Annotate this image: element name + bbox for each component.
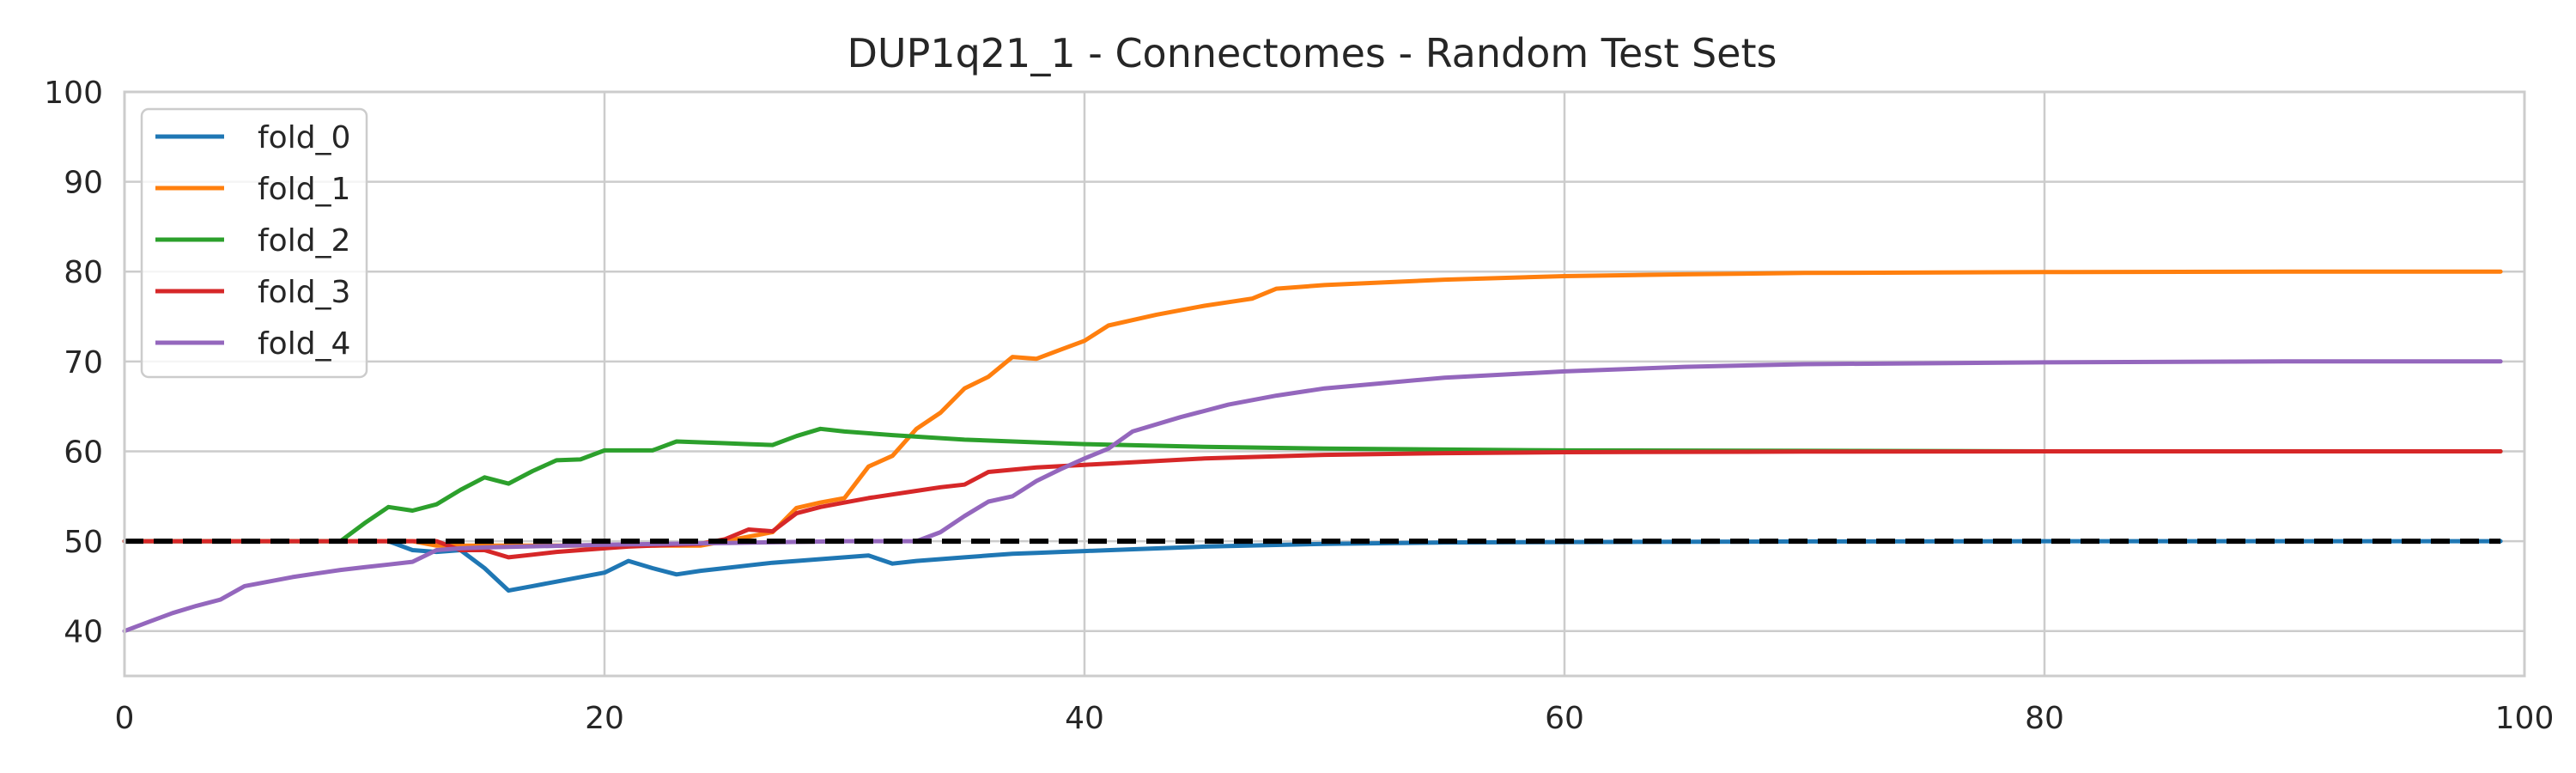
x-axis-ticks: 0 20 40 60 80 100 <box>115 701 2555 736</box>
legend-label-fold_1: fold_1 <box>258 172 350 207</box>
legend-label-fold_0: fold_0 <box>258 120 350 155</box>
y-tick-label: 50 <box>64 525 103 560</box>
series-line-fold_3 <box>122 449 2503 560</box>
y-tick-label: 40 <box>64 615 103 650</box>
legend-label-fold_4: fold_4 <box>258 326 350 362</box>
y-tick-label: 100 <box>44 76 103 111</box>
legend-label-fold_3: fold_3 <box>258 275 350 310</box>
series-line-fold_0 <box>122 539 2503 593</box>
x-tick-label: 40 <box>1065 701 1104 736</box>
x-tick-label: 80 <box>2025 701 2064 736</box>
x-tick-label: 0 <box>115 701 135 736</box>
y-tick-label: 60 <box>64 435 103 470</box>
y-tick-label: 90 <box>64 166 103 201</box>
x-tick-label: 60 <box>1545 701 1584 736</box>
legend-box <box>140 107 368 379</box>
x-tick-label: 100 <box>2495 701 2555 736</box>
y-tick-label: 80 <box>64 255 103 290</box>
plot-frame <box>123 90 2526 678</box>
series-line-fold_4 <box>122 359 2503 634</box>
y-axis-ticks: 40 50 60 70 80 90 100 <box>44 76 103 650</box>
legend: fold_0 fold_1 fold_2 fold_3 fold_4 <box>140 107 368 379</box>
x-tick-label: 20 <box>585 701 624 736</box>
series-lines <box>122 269 2503 634</box>
series-line-fold_2 <box>122 426 2503 544</box>
y-tick-label: 70 <box>64 345 103 380</box>
legend-label-fold_2: fold_2 <box>258 223 350 259</box>
chart-title: DUP1q21_1 - Connectomes - Random Test Se… <box>848 30 1777 76</box>
